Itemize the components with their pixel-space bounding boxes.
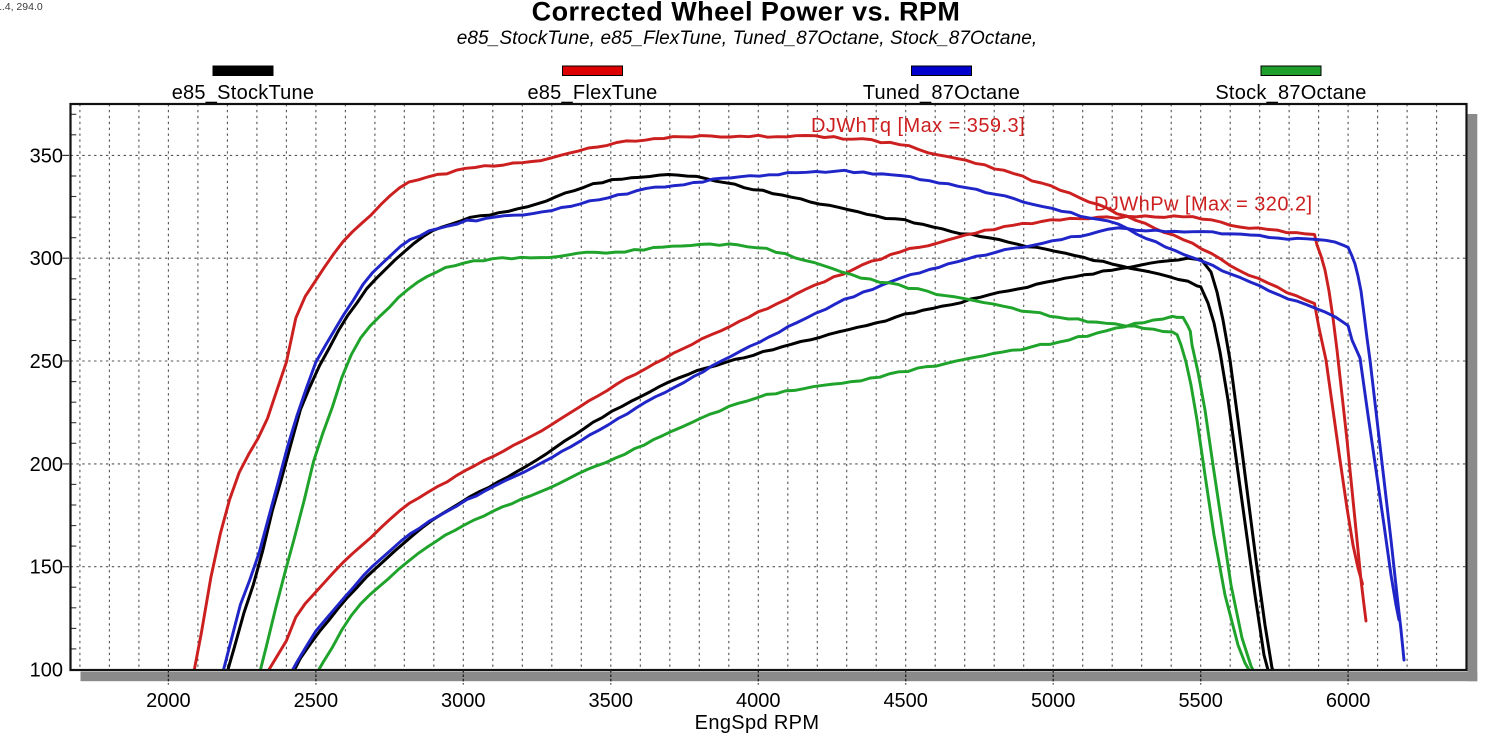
svg-text:5500: 5500: [1178, 690, 1223, 712]
svg-text:DJWhPw [Max = 320.2]: DJWhPw [Max = 320.2]: [1094, 194, 1313, 216]
svg-text:4500: 4500: [883, 690, 928, 712]
svg-text:3000: 3000: [441, 690, 486, 712]
svg-text:100: 100: [30, 660, 63, 682]
svg-text:EngSpd RPM: EngSpd RPM: [695, 712, 820, 734]
svg-text:2500: 2500: [294, 690, 339, 712]
svg-text:e85_FlexTune: e85_FlexTune: [527, 82, 657, 104]
svg-text:e85_StockTune: e85_StockTune: [172, 82, 315, 104]
svg-text:1.4, 294.0: 1.4, 294.0: [0, 1, 43, 13]
svg-text:150: 150: [30, 557, 63, 579]
svg-text:6000: 6000: [1326, 690, 1371, 712]
svg-text:200: 200: [30, 454, 63, 476]
svg-text:DJWhTq [Max = 359.3]: DJWhTq [Max = 359.3]: [811, 115, 1025, 137]
svg-text:2000: 2000: [146, 690, 191, 712]
svg-text:e85_StockTune, e85_FlexTune, T: e85_StockTune, e85_FlexTune, Tuned_87Oct…: [457, 28, 1038, 49]
svg-text:Tuned_87Octane: Tuned_87Octane: [863, 82, 1020, 104]
svg-text:4000: 4000: [736, 690, 781, 712]
svg-text:Stock_87Octane: Stock_87Octane: [1215, 82, 1366, 104]
svg-text:3500: 3500: [589, 690, 634, 712]
svg-text:250: 250: [30, 351, 63, 373]
svg-text:5000: 5000: [1031, 690, 1076, 712]
svg-text:300: 300: [30, 248, 63, 270]
svg-text:Corrected Wheel Power vs. RPM: Corrected Wheel Power vs. RPM: [532, 0, 961, 27]
svg-text:350: 350: [30, 145, 63, 167]
